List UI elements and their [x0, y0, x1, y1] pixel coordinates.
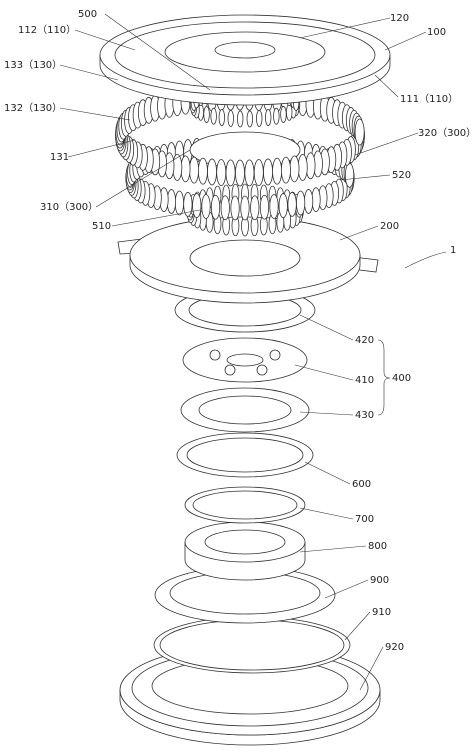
- coil-turn: [263, 158, 273, 186]
- coil-turn: [280, 106, 287, 123]
- part-label: 133（130）: [4, 59, 62, 71]
- part-label: 320（300）: [418, 127, 474, 139]
- coil-turn: [289, 155, 300, 183]
- part-label: 400: [392, 373, 411, 384]
- part-label: 310（300）: [40, 201, 98, 213]
- coil-turn: [216, 159, 227, 186]
- coil-turn: [220, 195, 230, 221]
- coil-turn: [295, 190, 306, 216]
- coil-turn: [174, 190, 185, 216]
- coil-turn: [246, 110, 253, 128]
- coil-turn: [303, 189, 314, 214]
- coil-turn: [272, 157, 283, 185]
- coil-turn: [240, 195, 250, 221]
- coil-turn: [237, 110, 244, 128]
- coil-turn: [259, 194, 270, 220]
- coil-turn: [250, 195, 260, 221]
- part-label: 430: [355, 410, 374, 421]
- coil-turn: [201, 194, 211, 219]
- coil-turn: [269, 194, 279, 219]
- coil-turn: [189, 156, 200, 184]
- coil-turn: [344, 162, 355, 188]
- part-label: 200: [380, 221, 399, 232]
- coil-turn: [256, 110, 263, 127]
- coil-turn: [192, 193, 202, 218]
- coil-turn: [297, 154, 308, 181]
- coil-turn: [207, 158, 217, 186]
- part-label: 1: [450, 245, 456, 256]
- part-label: 510: [92, 221, 111, 232]
- part-label: 910: [372, 607, 391, 618]
- part-label: 100: [427, 27, 446, 38]
- part-label: 410: [355, 375, 374, 386]
- coil-turn: [278, 193, 288, 218]
- part-label: 111（110）: [400, 93, 458, 105]
- coil-turn: [354, 118, 365, 146]
- part-label: 600: [352, 479, 371, 490]
- coil-turn: [287, 192, 297, 217]
- part-label: 520: [392, 170, 411, 181]
- coil-turn: [253, 159, 264, 186]
- part-label: 420: [355, 335, 374, 346]
- coil-turn: [180, 155, 191, 183]
- part-label: 800: [368, 541, 387, 552]
- coil-turn: [218, 109, 226, 126]
- drawing: [59, 13, 447, 746]
- coil-turn: [273, 107, 280, 125]
- coil-turn: [286, 103, 293, 121]
- coil-turn: [244, 159, 255, 187]
- part-label: 900: [370, 575, 389, 586]
- part-label: 132（130）: [4, 102, 62, 114]
- part-label: 131: [50, 152, 69, 163]
- part-label: 500: [78, 9, 97, 20]
- coil-turn: [210, 107, 217, 125]
- coil-turn: [197, 157, 208, 185]
- coil-turn: [210, 194, 221, 220]
- part-label: 700: [355, 514, 374, 525]
- coil-turn: [203, 106, 210, 123]
- coil-turn: [230, 195, 240, 221]
- part-label: 112（110）: [18, 24, 76, 36]
- coil-turn: [227, 110, 234, 127]
- labels: 500 120 112（110） 100 133（130） 111（110） 1…: [4, 9, 474, 653]
- part-label: 920: [385, 642, 404, 653]
- part-label: 120: [390, 13, 409, 24]
- coil-turn: [225, 159, 236, 187]
- coil-turn: [264, 109, 272, 126]
- coil-turn: [235, 159, 245, 187]
- coil-turn: [280, 156, 291, 184]
